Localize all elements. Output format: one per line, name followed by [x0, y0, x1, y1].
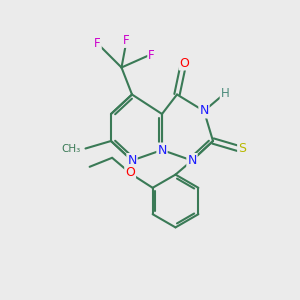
Text: N: N [127, 154, 137, 167]
Text: H: H [220, 86, 230, 100]
Text: O: O [125, 166, 135, 179]
Text: S: S [238, 142, 246, 155]
Text: F: F [148, 49, 155, 62]
Text: F: F [94, 37, 101, 50]
Text: F: F [123, 34, 129, 47]
Text: CH₃: CH₃ [62, 143, 81, 154]
Text: N: N [199, 104, 209, 118]
Text: O: O [180, 56, 189, 70]
Text: N: N [187, 154, 197, 167]
Text: N: N [157, 143, 167, 157]
